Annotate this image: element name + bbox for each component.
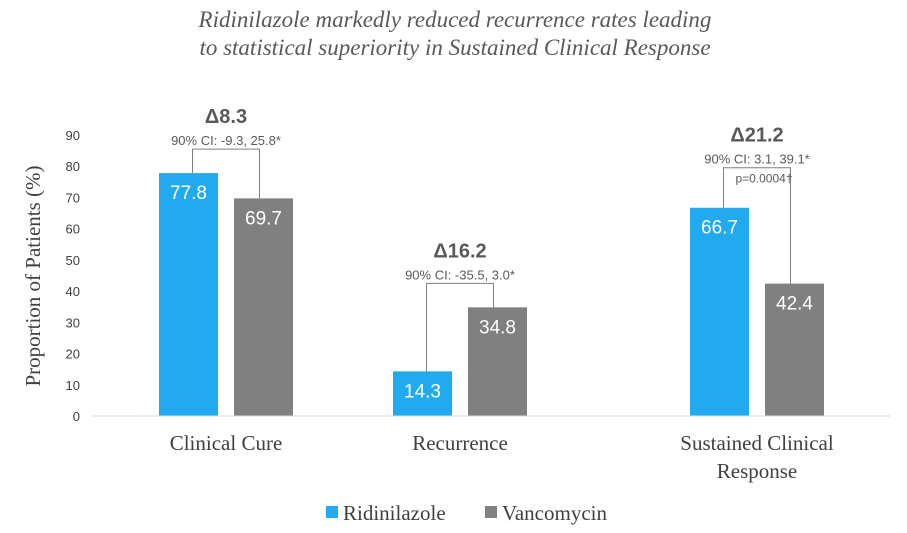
bar-vancomycin-1	[468, 307, 527, 416]
bar-ridinilazole-0	[159, 173, 218, 416]
legend: Ridinilazole Vancomycin	[326, 501, 607, 525]
delta-label: Δ21.2	[730, 125, 783, 147]
delta-label: Δ8.3	[205, 106, 247, 128]
bar-value-label: 66.7	[701, 218, 738, 239]
y-tick-label: 70	[66, 190, 80, 205]
chart-title-line-1: Ridinilazole markedly reduced recurrence…	[198, 7, 712, 32]
x-category-label: Clinical Cure	[170, 431, 283, 455]
bar-vancomycin-0	[234, 198, 293, 416]
y-tick-label: 90	[66, 128, 80, 143]
y-tick-label: 10	[66, 378, 80, 393]
bar-value-label: 77.8	[170, 183, 207, 204]
legend-label-ridinilazole: Ridinilazole	[343, 501, 446, 525]
difference-bracket	[426, 282, 494, 372]
x-category-label: Response	[717, 459, 798, 483]
legend-swatch-vancomycin	[485, 506, 497, 518]
y-axis-ticks: 0 10 20 30 40 50 60 70 80 90	[66, 128, 80, 424]
y-tick-label: 80	[66, 159, 80, 174]
bar-ridinilazole-2	[690, 207, 749, 416]
p-value-label: p=0.0004†	[735, 172, 792, 186]
y-tick-label: 50	[66, 253, 80, 268]
confidence-interval-label: 90% CI: -35.5, 3.0*	[405, 267, 515, 282]
bar-ridinilazole-1	[393, 371, 452, 416]
bar-vancomycin-2	[765, 283, 824, 416]
difference-bracket	[192, 148, 260, 199]
confidence-interval-label: 90% CI: 3.1, 39.1*	[704, 152, 810, 167]
difference-bracket	[723, 167, 791, 284]
bar-value-label: 42.4	[776, 294, 813, 315]
confidence-interval-label: 90% CI: -9.3, 25.8*	[171, 133, 281, 148]
chart-title-line-2: to statistical superiority in Sustained …	[199, 35, 710, 60]
legend-label-vancomycin: Vancomycin	[502, 501, 607, 525]
bar-series: 77.8 14.3 66.7 69.7 34.8 42.4	[159, 173, 824, 416]
y-tick-label: 30	[66, 315, 80, 330]
x-category-label: Recurrence	[412, 431, 508, 455]
y-tick-label: 20	[66, 347, 80, 362]
bar-value-label: 69.7	[245, 208, 282, 229]
y-axis-label: Proportion of Patients (%)	[21, 165, 45, 386]
y-tick-label: 60	[66, 222, 80, 237]
y-tick-label: 0	[73, 409, 80, 424]
y-tick-label: 40	[66, 284, 80, 299]
x-category-label: Sustained Clinical	[680, 431, 834, 455]
bar-value-label: 14.3	[404, 381, 441, 402]
bar-value-label: 34.8	[479, 317, 516, 338]
x-axis-category-labels: Clinical Cure Recurrence Sustained Clinica…	[170, 431, 834, 483]
difference-annotations: Δ8.3 90% CI: -9.3, 25.8* Δ16.2 90% CI: -35.…	[171, 106, 810, 372]
legend-swatch-ridinilazole	[326, 506, 338, 518]
delta-label: Δ16.2	[433, 240, 486, 262]
